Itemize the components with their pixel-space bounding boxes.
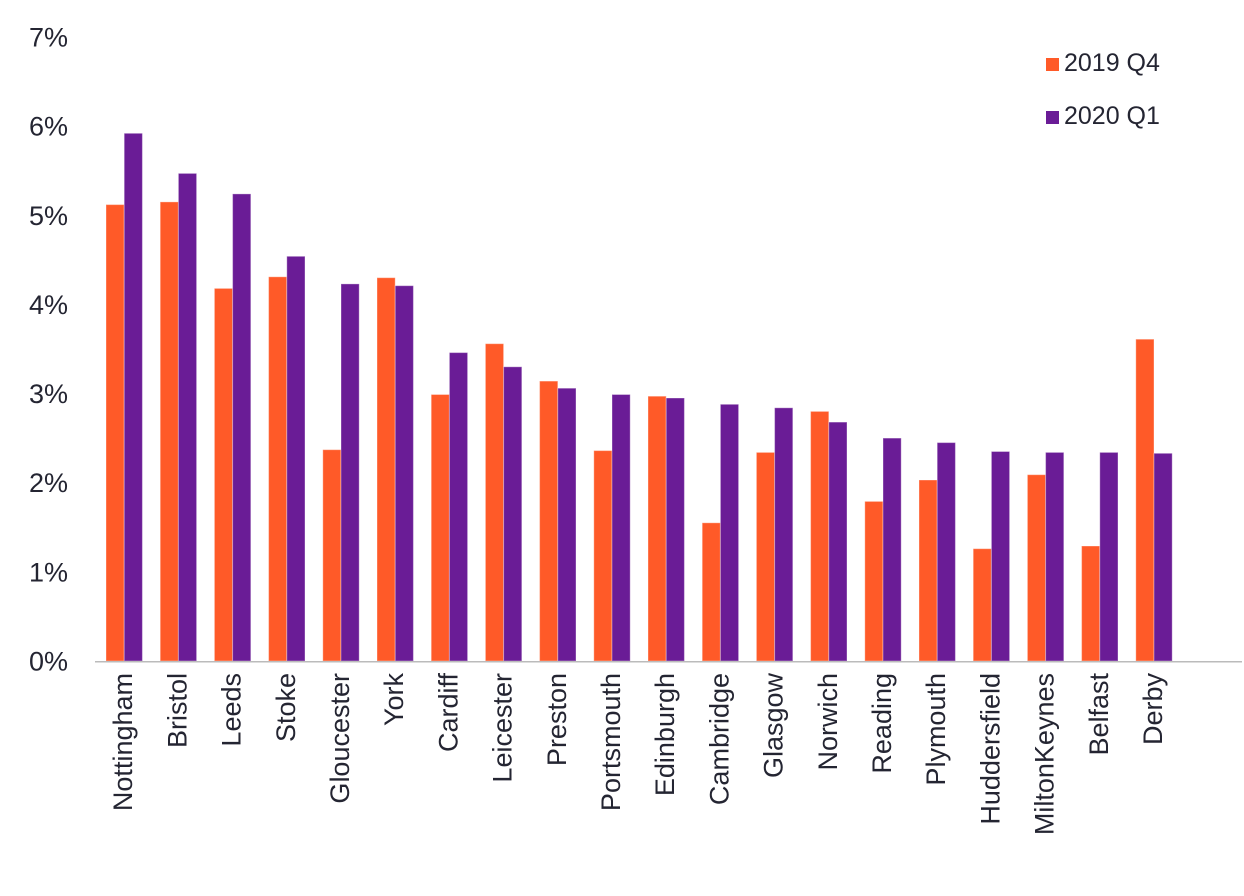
bar-2019-q4-belfast <box>1081 545 1101 662</box>
x-axis-category-label: MiltonKeynes <box>1030 673 1060 835</box>
x-axis-category-label: Belfast <box>1084 673 1114 756</box>
x-axis-category-label: Gloucester <box>325 673 355 804</box>
x-axis-category-label: Huddersfield <box>975 673 1005 825</box>
bar-2020-q1-cardiff <box>448 352 469 662</box>
bar-2020-q1-huddersfield <box>990 451 1011 662</box>
bar-2020-q1-york <box>394 285 414 662</box>
bar-2020-q1-belfast <box>1099 451 1119 662</box>
x-axis-category-label: Leeds <box>217 673 247 747</box>
x-axis-category-label: Preston <box>542 673 572 766</box>
x-axis-category-label: Leicester <box>488 673 518 783</box>
bar-2019-q4-cardiff <box>430 394 450 662</box>
bar-2020-q1-plymouth <box>936 442 956 662</box>
x-axis-category-label: Reading <box>867 673 897 774</box>
bar-2019-q4-leeds <box>213 287 234 662</box>
bar-2020-q1-nottingham <box>123 132 143 662</box>
y-axis-tick-label: 4% <box>29 290 68 320</box>
x-axis-category-label: Nottingham <box>108 673 138 811</box>
y-axis-tick-label: 5% <box>29 201 68 231</box>
x-axis-category-label: Glasgow <box>759 672 789 778</box>
x-axis-category-label: Bristol <box>162 673 192 748</box>
y-axis-tick-label: 7% <box>29 23 68 53</box>
bar-2020-q1-preston <box>557 387 577 662</box>
x-axis-category-label: Norwich <box>813 673 843 771</box>
bar-2019-q4-portsmouth <box>593 450 613 662</box>
x-axis-category-label: Plymouth <box>921 673 951 786</box>
bar-2019-q4-nottingham <box>105 204 125 662</box>
bar-2020-q1-edinburgh <box>665 397 685 662</box>
x-axis-category-label: Edinburgh <box>650 673 680 796</box>
bar-2019-q4-gloucester <box>322 449 342 662</box>
bar-2019-q4-miltonkeynes <box>1026 474 1047 662</box>
bar-2020-q1-portsmouth <box>611 394 631 662</box>
bar-2019-q4-norwich <box>810 410 830 662</box>
bar-2020-q1-norwich <box>828 421 848 662</box>
x-axis-category-label: Derby <box>1138 673 1168 746</box>
x-axis-category-label: Cardiff <box>433 673 463 753</box>
y-axis-tick-label: 1% <box>29 557 68 587</box>
bar-2020-q1-gloucester <box>340 283 360 662</box>
bar-2019-q4-huddersfield <box>972 548 992 662</box>
bar-2019-q4-plymouth <box>918 479 938 662</box>
bar-2020-q1-reading <box>882 437 902 662</box>
bar-2019-q4-cambridge <box>701 522 721 662</box>
bar-2019-q4-reading <box>864 500 884 662</box>
bar-2019-q4-bristol <box>159 201 179 662</box>
bar-2020-q1-glasgow <box>774 407 794 662</box>
bar-2020-q1-leicester <box>503 366 523 662</box>
bar-2020-q1-bristol <box>177 172 198 662</box>
y-axis-tick-label: 6% <box>29 112 68 142</box>
bar-2019-q4-edinburgh <box>647 395 667 662</box>
bar-2019-q4-stoke <box>268 276 288 662</box>
legend-label-2020-q1: 2020 Q1 <box>1064 102 1160 130</box>
x-axis-category-label: York <box>379 673 409 727</box>
y-axis-tick-label: 2% <box>29 468 68 498</box>
legend-label-2019-q4: 2019 Q4 <box>1064 49 1160 77</box>
bar-2020-q1-leeds <box>232 193 252 662</box>
x-axis-category-label: Portsmouth <box>596 673 626 811</box>
bar-2020-q1-miltonkeynes <box>1045 451 1065 662</box>
bar-2019-q4-glasgow <box>755 451 776 662</box>
bar-2019-q4-preston <box>539 380 559 662</box>
bar-2020-q1-derby <box>1153 452 1173 662</box>
bar-2020-q1-stoke <box>286 255 306 662</box>
x-axis-category-label: Cambridge <box>704 673 734 805</box>
x-axis-category-label: Stoke <box>271 673 301 742</box>
y-axis-tick-label: 3% <box>29 379 68 409</box>
legend-swatch-2019-q4 <box>1046 58 1059 71</box>
bar-2019-q4-york <box>376 277 396 662</box>
legend-swatch-2020-q1 <box>1046 111 1059 124</box>
bar-2020-q1-cambridge <box>719 403 740 662</box>
bar-2019-q4-leicester <box>484 343 505 662</box>
bar-2019-q4-derby <box>1135 338 1155 662</box>
y-axis-tick-label: 0% <box>29 647 68 677</box>
